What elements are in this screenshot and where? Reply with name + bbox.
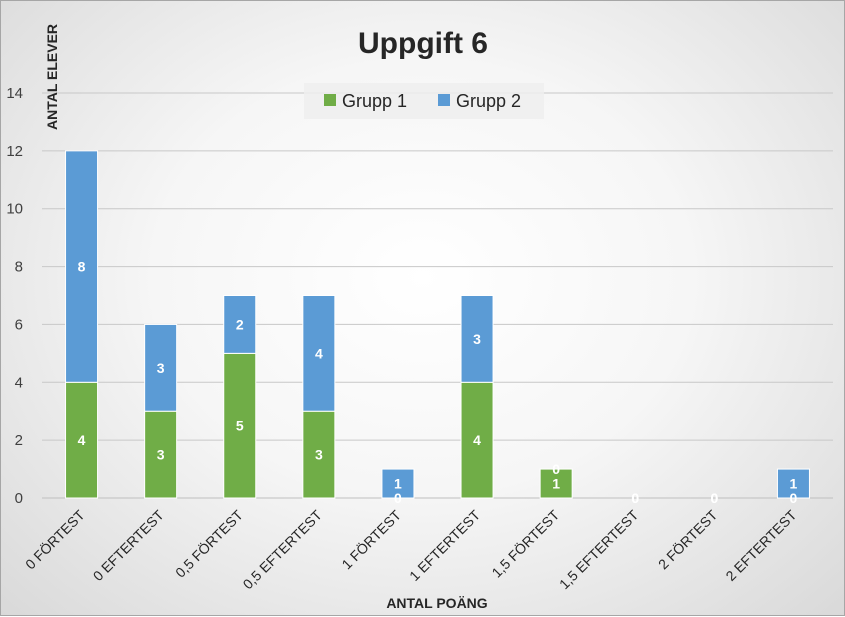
- x-tick-label: 1,5 EFTERTEST: [556, 507, 642, 593]
- y-tick-label: 12: [6, 143, 23, 160]
- data-label: 4: [473, 432, 481, 448]
- legend-swatch: [324, 94, 336, 106]
- data-label: 4: [78, 432, 86, 448]
- bar-segment: [144, 410, 178, 499]
- x-tick-label: 1 FÖRTEST: [338, 506, 405, 573]
- x-tick-label: 0 EFTERTEST: [90, 506, 167, 583]
- y-axis-title: ANTAL ELEVER: [44, 24, 60, 130]
- x-tick-label: 1 EFTERTEST: [406, 506, 483, 583]
- bar-segment: [381, 468, 415, 499]
- data-label: 3: [315, 447, 323, 463]
- data-label: 3: [157, 360, 165, 376]
- y-tick-label: 10: [6, 201, 23, 218]
- legend-label: Grupp 2: [456, 91, 521, 111]
- bars: [65, 150, 810, 499]
- legend-label: Grupp 1: [342, 91, 407, 111]
- bar-segment: [65, 150, 99, 383]
- bar-segment: [144, 323, 178, 412]
- y-tick-label: 4: [15, 374, 23, 391]
- x-tick-label: 2 EFTERTEST: [722, 506, 799, 583]
- y-tick-label: 8: [15, 259, 23, 276]
- bar-segment: [302, 295, 336, 412]
- x-axis-title: ANTAL POÄNG: [386, 595, 487, 611]
- data-label: 0: [710, 490, 718, 506]
- legend-swatch: [438, 94, 450, 106]
- legend-background: [304, 83, 544, 119]
- x-tick-label: 0,5 EFTERTEST: [240, 507, 326, 593]
- data-label: 1: [790, 476, 798, 492]
- y-tick-label: 2: [15, 432, 23, 449]
- y-tick-label: 6: [15, 316, 23, 333]
- data-label: 8: [78, 259, 86, 275]
- x-tick-label: 2 FÖRTEST: [654, 506, 721, 573]
- bar-segment: [223, 352, 257, 499]
- bar-segment: [539, 468, 573, 499]
- data-label: 0: [631, 490, 639, 506]
- y-tick-label: 14: [6, 85, 23, 102]
- data-label: 0: [394, 490, 402, 506]
- data-label: 4: [315, 345, 323, 361]
- data-label: 5: [236, 418, 244, 434]
- legend: Grupp 1 Grupp 2: [304, 83, 544, 119]
- bar-segment: [460, 381, 494, 499]
- data-label: 1: [552, 476, 560, 492]
- bar-segment: [776, 468, 810, 499]
- bar-segment: [223, 295, 257, 354]
- data-label: 0: [631, 490, 639, 506]
- data-label: 0: [790, 490, 798, 506]
- x-tick-label: 0,5 FÖRTEST: [171, 506, 246, 581]
- data-label: 3: [473, 331, 481, 347]
- bar-segment: [65, 381, 99, 499]
- chart-title: Uppgift 6: [358, 27, 488, 60]
- y-tick-label: 0: [15, 490, 23, 507]
- data-label: 0: [552, 461, 560, 477]
- data-label: 2: [236, 316, 244, 332]
- bar-segment: [460, 295, 494, 383]
- data-label: 1: [394, 476, 402, 492]
- x-tick-label: 0 FÖRTEST: [21, 506, 88, 573]
- data-label: 3: [157, 447, 165, 463]
- y-axis: 0 2 4 6 8 10 12 14: [6, 85, 23, 507]
- x-tick-label: 1,5 FÖRTEST: [488, 506, 563, 581]
- data-label: 0: [710, 490, 718, 506]
